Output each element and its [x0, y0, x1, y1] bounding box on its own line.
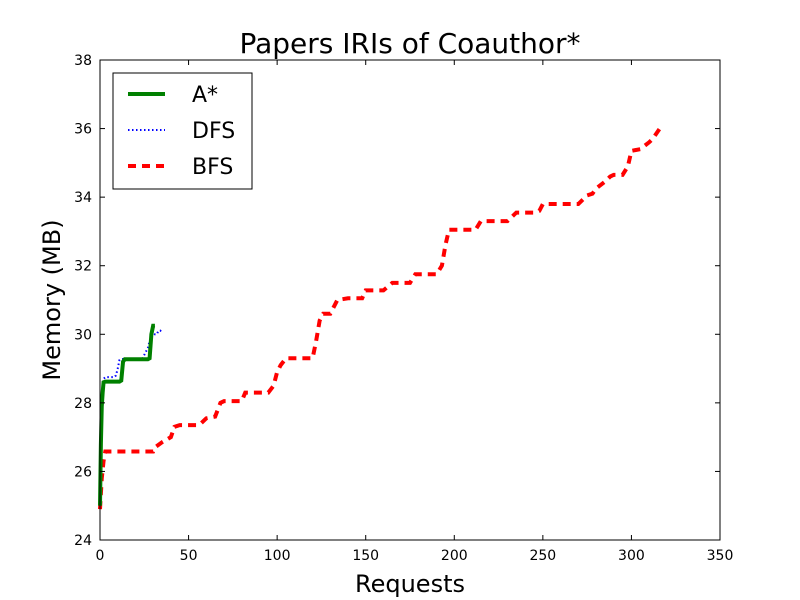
- x-tick-label: 0: [96, 548, 105, 564]
- series-line-a: [98, 323, 156, 506]
- x-tick-label: 200: [441, 548, 468, 564]
- y-tick-label: 30: [74, 327, 92, 343]
- y-tick-label: 24: [74, 533, 92, 549]
- plot-frame: [99, 59, 721, 541]
- series-line-bfs: [98, 127, 662, 510]
- x-axis-label: Requests: [355, 570, 465, 598]
- x-tick-label: 150: [352, 548, 379, 564]
- legend-label-dfs: DFS: [192, 119, 235, 144]
- y-tick-label: 36: [74, 122, 92, 138]
- y-tick-label: 28: [74, 396, 92, 412]
- x-tick-label: 350: [707, 548, 734, 564]
- x-tick-label: 50: [180, 548, 198, 564]
- legend-label-astar: A*: [192, 83, 218, 108]
- y-tick-label: 34: [74, 190, 92, 206]
- series-line-dfs: [99, 328, 163, 503]
- x-tick-label: 100: [264, 548, 291, 564]
- y-tick-label: 38: [74, 53, 92, 69]
- x-tick-label: 250: [529, 548, 556, 564]
- legend-label-bfs: BFS: [192, 155, 233, 180]
- chart-title: Papers IRIs of Coauthor*: [239, 27, 580, 60]
- legend: A* DFS BFS: [112, 72, 253, 190]
- ticks-layer: 0 50 100 150 200 250 300 350 24 26 28 30 32 34 36 38: [74, 53, 733, 564]
- y-tick-label: 26: [74, 464, 92, 480]
- series-layer: [98, 127, 662, 510]
- x-tick-label: 300: [618, 548, 645, 564]
- y-axis-label: Memory (MB): [38, 219, 66, 380]
- y-tick-label: 32: [74, 259, 92, 275]
